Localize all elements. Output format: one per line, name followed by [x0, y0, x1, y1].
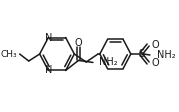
Text: N: N [45, 33, 52, 43]
Text: O: O [152, 40, 159, 50]
Text: NH₂: NH₂ [99, 57, 118, 67]
Text: N: N [45, 65, 52, 75]
Text: O: O [75, 38, 82, 48]
Text: CH₃: CH₃ [0, 50, 17, 58]
Text: O: O [152, 58, 159, 68]
Text: S: S [139, 49, 145, 59]
Text: NH₂: NH₂ [157, 50, 176, 60]
